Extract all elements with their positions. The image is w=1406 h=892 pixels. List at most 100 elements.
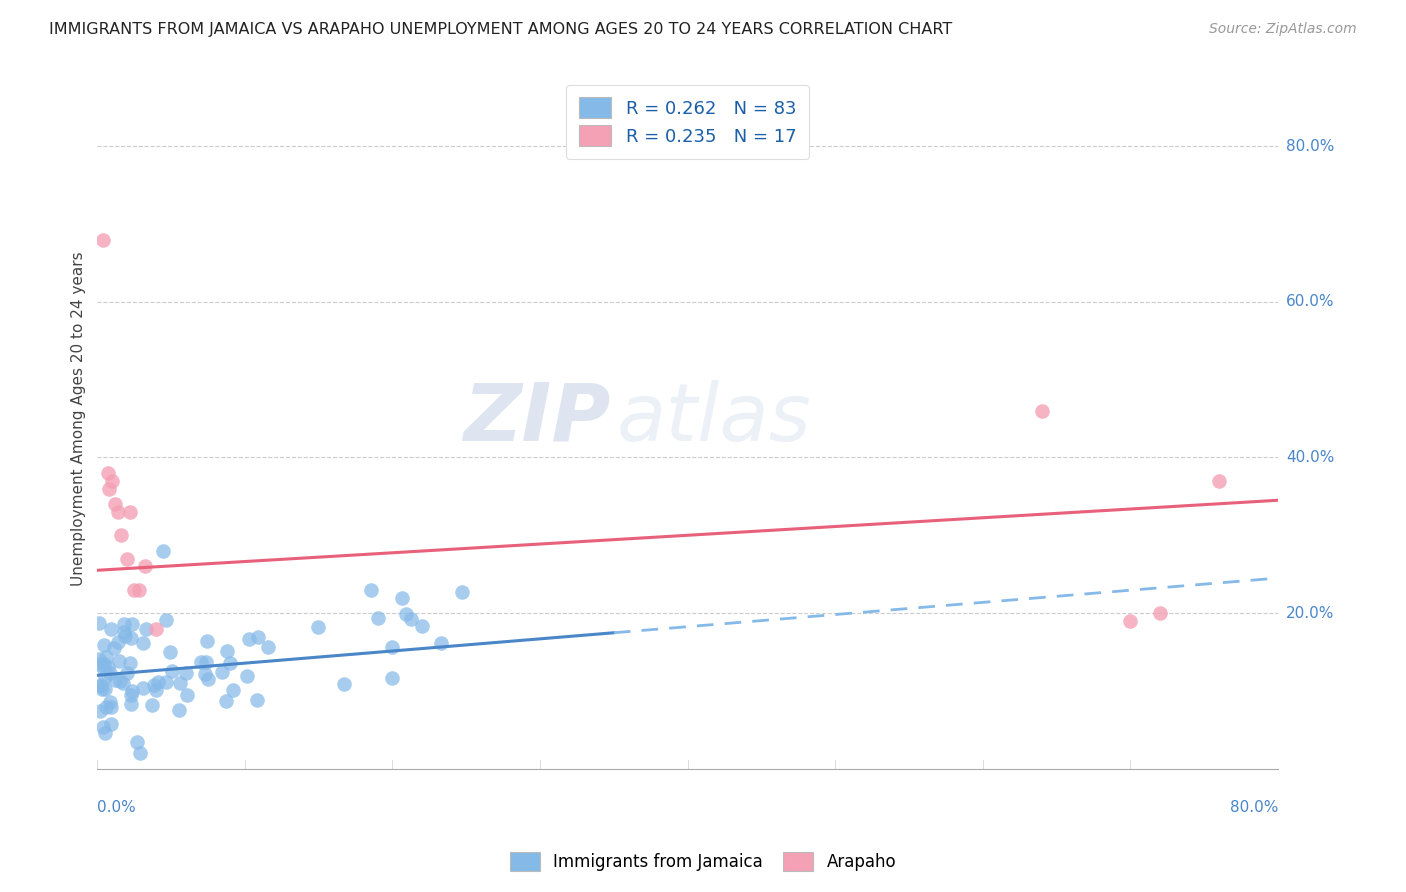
Point — [391, 591, 413, 605]
Text: Source: ZipAtlas.com: Source: ZipAtlas.com — [1209, 22, 1357, 37]
Point — [1208, 474, 1230, 488]
Point — [97, 659, 120, 673]
Point — [145, 622, 167, 636]
Point — [160, 664, 183, 678]
Point — [236, 669, 259, 683]
Point — [148, 675, 170, 690]
Point — [135, 623, 157, 637]
Point — [94, 726, 117, 740]
Text: IMMIGRANTS FROM JAMAICA VS ARAPAHO UNEMPLOYMENT AMONG AGES 20 TO 24 YEARS CORREL: IMMIGRANTS FROM JAMAICA VS ARAPAHO UNEMP… — [49, 22, 952, 37]
Point — [215, 693, 238, 707]
Y-axis label: Unemployment Among Ages 20 to 24 years: Unemployment Among Ages 20 to 24 years — [72, 252, 86, 586]
Point — [1119, 614, 1142, 628]
Point — [121, 683, 143, 698]
Point — [91, 233, 114, 247]
Point — [87, 615, 110, 630]
Point — [110, 528, 132, 542]
Point — [118, 505, 141, 519]
Text: 60.0%: 60.0% — [1286, 294, 1334, 310]
Point — [87, 657, 110, 672]
Point — [381, 671, 404, 685]
Point — [141, 698, 163, 712]
Text: 80.0%: 80.0% — [1230, 800, 1278, 815]
Point — [111, 676, 134, 690]
Text: ZIP: ZIP — [464, 380, 610, 458]
Point — [360, 582, 382, 597]
Text: 80.0%: 80.0% — [1286, 139, 1334, 153]
Point — [103, 640, 125, 655]
Point — [194, 667, 217, 681]
Point — [115, 551, 138, 566]
Point — [134, 559, 156, 574]
Point — [159, 645, 181, 659]
Point — [132, 636, 155, 650]
Point — [120, 656, 142, 670]
Point — [112, 625, 135, 640]
Point — [333, 677, 356, 691]
Legend: R = 0.262   N = 83, R = 0.235   N = 17: R = 0.262 N = 83, R = 0.235 N = 17 — [567, 85, 808, 159]
Point — [1149, 606, 1171, 620]
Point — [152, 544, 174, 558]
Point — [114, 629, 136, 643]
Point — [100, 716, 122, 731]
Point — [120, 688, 142, 702]
Point — [190, 655, 212, 669]
Point — [122, 582, 145, 597]
Text: 0.0%: 0.0% — [97, 800, 136, 815]
Point — [94, 681, 117, 696]
Point — [238, 632, 260, 647]
Point — [107, 505, 129, 519]
Point — [155, 674, 177, 689]
Text: 20.0%: 20.0% — [1286, 606, 1334, 621]
Point — [89, 679, 111, 693]
Point — [94, 670, 117, 684]
Point — [381, 640, 404, 654]
Point — [195, 655, 218, 669]
Point — [132, 681, 155, 696]
Point — [98, 666, 121, 681]
Point — [411, 618, 433, 632]
Point — [430, 635, 453, 649]
Point — [451, 585, 474, 599]
Point — [169, 675, 191, 690]
Point — [143, 678, 166, 692]
Point — [107, 634, 129, 648]
Point — [218, 656, 240, 670]
Point — [367, 611, 389, 625]
Point — [145, 682, 167, 697]
Point — [97, 466, 120, 480]
Legend: Immigrants from Jamaica, Arapaho: Immigrants from Jamaica, Arapaho — [502, 843, 904, 880]
Point — [222, 682, 245, 697]
Point — [89, 705, 111, 719]
Point — [94, 650, 117, 665]
Point — [246, 693, 269, 707]
Point — [120, 631, 142, 645]
Point — [114, 616, 136, 631]
Text: atlas: atlas — [617, 380, 811, 458]
Text: 40.0%: 40.0% — [1286, 450, 1334, 465]
Point — [108, 673, 131, 688]
Point — [93, 661, 115, 675]
Point — [104, 673, 127, 687]
Point — [98, 695, 121, 709]
Point — [100, 700, 122, 714]
Point — [96, 699, 118, 714]
Point — [1031, 404, 1053, 418]
Point — [115, 666, 138, 681]
Point — [104, 497, 127, 511]
Point — [195, 634, 218, 648]
Point — [128, 582, 150, 597]
Point — [155, 613, 177, 627]
Point — [167, 703, 190, 717]
Point — [90, 678, 112, 692]
Point — [176, 688, 198, 702]
Point — [91, 720, 114, 734]
Point — [127, 735, 149, 749]
Point — [107, 654, 129, 668]
Point — [87, 652, 110, 666]
Point — [399, 612, 422, 626]
Point — [98, 482, 121, 496]
Point — [93, 639, 115, 653]
Point — [307, 620, 329, 634]
Point — [256, 640, 278, 655]
